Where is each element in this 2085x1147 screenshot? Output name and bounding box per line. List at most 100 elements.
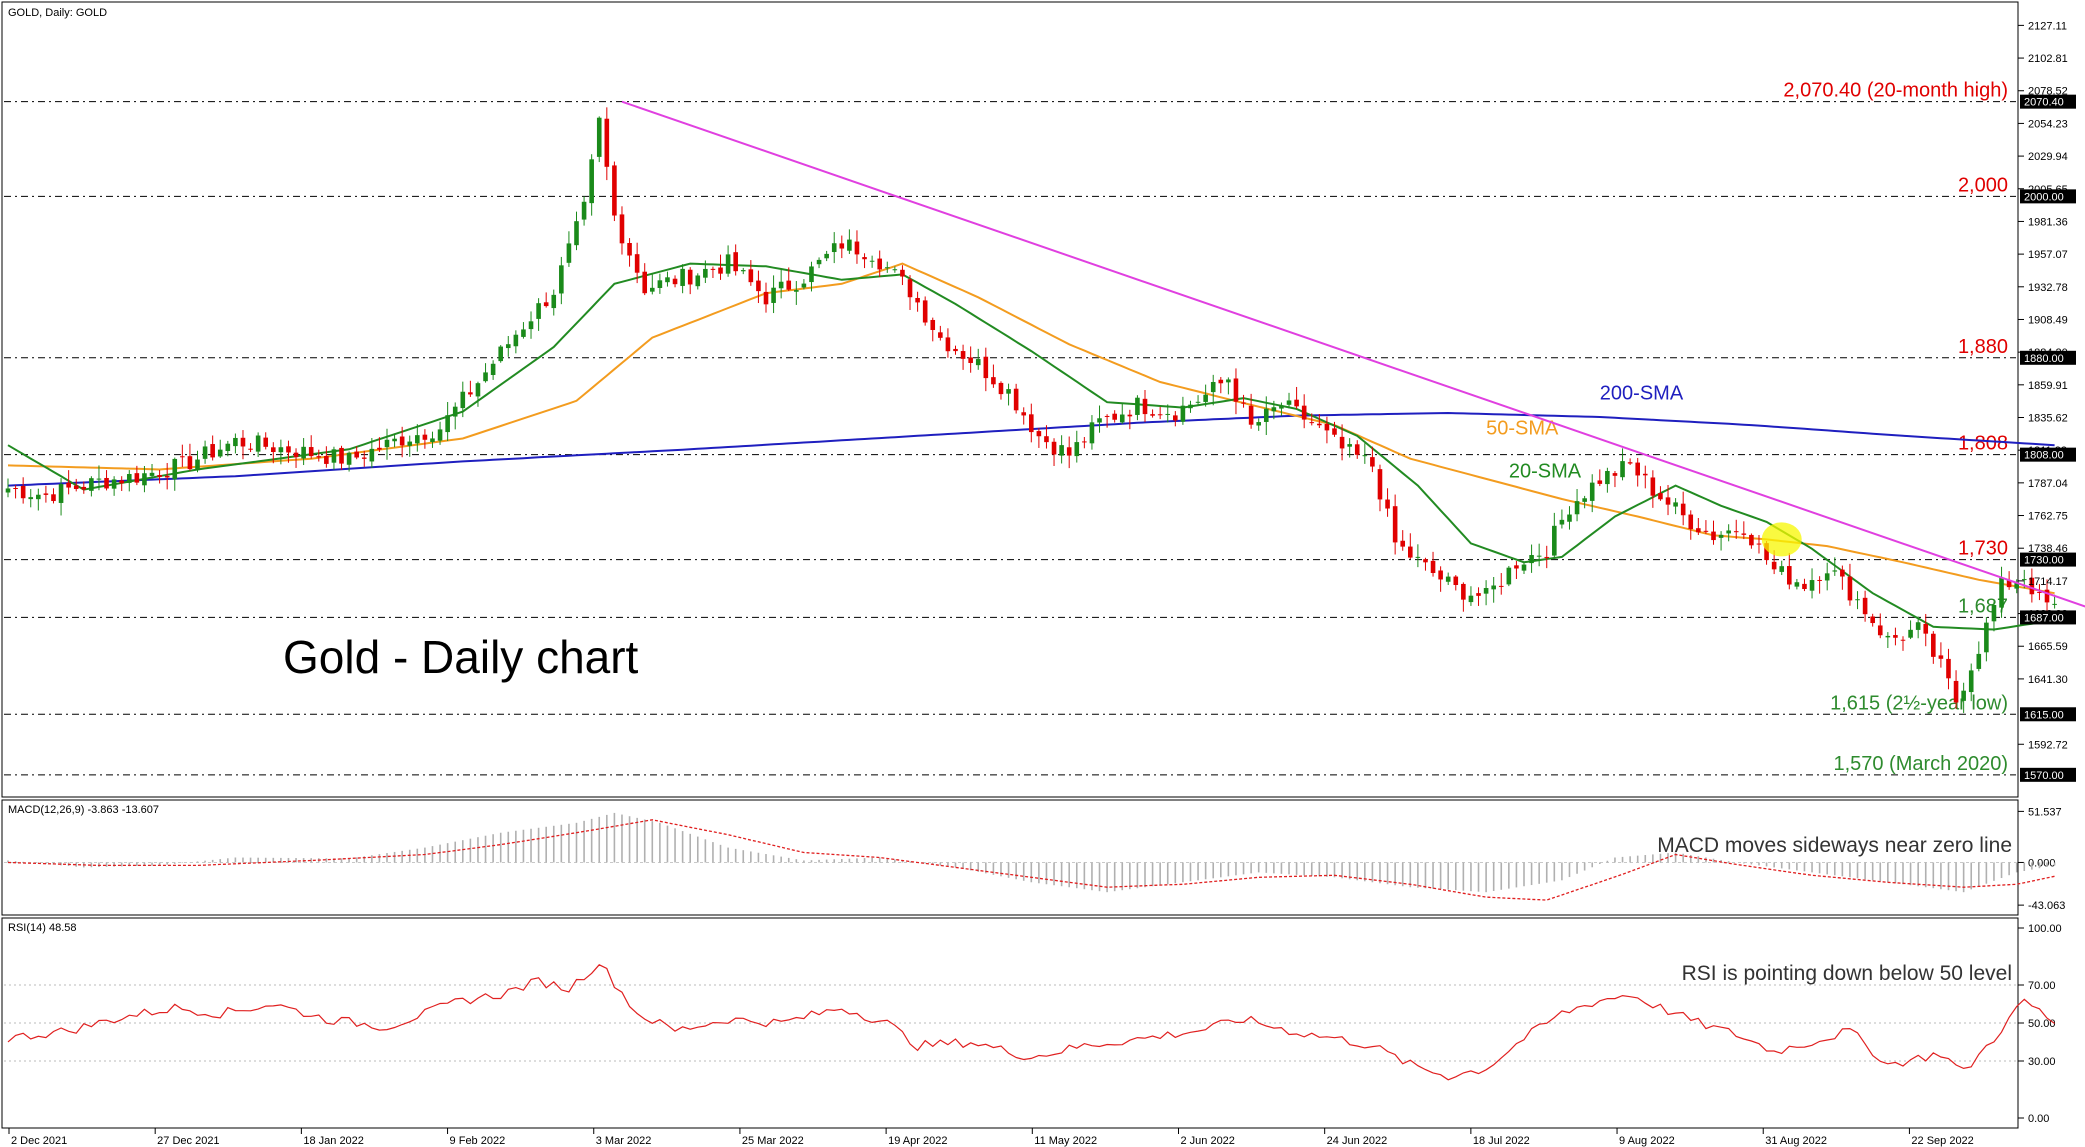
candle-body: [505, 344, 511, 349]
candle-body: [1771, 561, 1777, 570]
candle-body: [248, 448, 253, 450]
candle-body: [1817, 579, 1822, 581]
candle-body: [1392, 506, 1398, 543]
candle-body: [703, 268, 708, 278]
candle-body: [1226, 379, 1231, 383]
candle-body: [1968, 670, 1974, 693]
candle-body: [1324, 424, 1330, 431]
candle-body: [430, 438, 435, 442]
price-tick-label: 1932.78: [2028, 282, 2068, 294]
candle-body: [642, 271, 648, 294]
candle-body: [1885, 635, 1891, 638]
candle-body: [1301, 405, 1307, 420]
candle-body: [1498, 585, 1504, 587]
candle-body: [998, 382, 1004, 395]
chart-title: Gold - Daily chart: [283, 631, 639, 683]
candle-body: [513, 334, 519, 347]
rsi-tick-label: 30.00: [2028, 1056, 2056, 1068]
candle-body: [695, 275, 701, 287]
candle-body: [953, 348, 958, 352]
sma-label: 200-SMA: [1600, 383, 1684, 405]
candle-body: [1347, 444, 1352, 447]
candle-body: [748, 269, 754, 283]
candle-body: [771, 287, 776, 303]
candle-body: [1521, 564, 1527, 571]
candle-body: [581, 201, 587, 220]
level-label: 2,000: [1958, 174, 2008, 196]
price-tick-label: 1641.30: [2028, 674, 2068, 686]
candle-body: [1658, 493, 1663, 500]
candle-body: [2006, 580, 2012, 588]
candle-body: [854, 241, 860, 255]
candle-body: [1862, 597, 1868, 615]
candle-body: [1013, 388, 1019, 411]
candle-body: [354, 451, 359, 458]
price-tag-label: 1615.00: [2024, 709, 2064, 721]
price-tag-label: 2070.40: [2024, 97, 2064, 109]
candle-body: [1294, 399, 1299, 407]
candle-body: [2021, 579, 2027, 581]
candle-body: [172, 458, 178, 480]
candle-body: [915, 297, 920, 303]
candle-body: [399, 436, 405, 446]
candle-body: [1415, 556, 1421, 558]
candle-body: [104, 477, 109, 489]
candle-body: [960, 351, 966, 359]
candle-body: [286, 446, 291, 453]
candle-body: [210, 444, 215, 458]
price-tick-label: 1859.91: [2028, 380, 2068, 392]
candle-body: [1544, 556, 1550, 558]
rsi-tick-label: 100.00: [2028, 923, 2062, 935]
price-tick-label: 2054.23: [2028, 118, 2068, 130]
candle-body: [922, 300, 928, 323]
candle-body: [1180, 405, 1186, 422]
candle-body: [1453, 576, 1459, 586]
candle-body: [111, 479, 117, 489]
candle-body: [134, 473, 140, 483]
price-tag: [2020, 350, 2076, 365]
candle-body: [157, 475, 162, 477]
candle-body: [1468, 595, 1474, 603]
candle-body: [1574, 501, 1580, 515]
candle-body: [1339, 436, 1345, 449]
candle-body: [892, 269, 898, 271]
candle-body: [1195, 401, 1201, 403]
candle-body: [407, 441, 413, 446]
candle-body: [43, 493, 49, 495]
price-tag: [2020, 189, 2076, 204]
candle-body: [725, 254, 731, 274]
candle-body: [73, 485, 79, 490]
candle-body: [1642, 473, 1648, 476]
candle-body: [756, 280, 761, 292]
rsi-line: [7, 964, 2055, 1081]
macd-tick-label: -43.063: [2028, 900, 2065, 912]
candle-body: [1332, 428, 1337, 435]
price-tick-label: 1908.49: [2028, 314, 2068, 326]
candle-body: [51, 494, 56, 502]
candle-body: [536, 303, 541, 319]
candle-body: [847, 239, 852, 251]
candle-body: [1908, 629, 1913, 638]
candle-body: [786, 280, 792, 290]
candle-body: [1718, 534, 1724, 538]
candle-body: [255, 435, 261, 452]
candle-body: [1900, 639, 1906, 641]
candle-body: [361, 457, 367, 459]
symbol-label: GOLD, Daily: GOLD: [8, 7, 107, 19]
candle-body: [1233, 378, 1239, 402]
candle-body: [278, 447, 284, 453]
crossover-highlight: [1761, 522, 1802, 557]
candle-body: [2052, 603, 2057, 605]
macd-indicator: 51.537 0.000 -43.063 MACD moves sideways ne…: [4, 806, 2065, 912]
candle-body: [1999, 577, 2004, 608]
candle-body: [1241, 402, 1246, 404]
candle-body: [1271, 407, 1277, 412]
price-tag: [2020, 447, 2076, 462]
candle-body: [1756, 543, 1762, 545]
price-tag: [2020, 767, 2076, 782]
price-tag-label: 1687.00: [2024, 612, 2064, 624]
candle-body: [1066, 447, 1072, 456]
price-tick-label: 2127.11: [2028, 20, 2067, 32]
candle-body: [308, 447, 314, 457]
